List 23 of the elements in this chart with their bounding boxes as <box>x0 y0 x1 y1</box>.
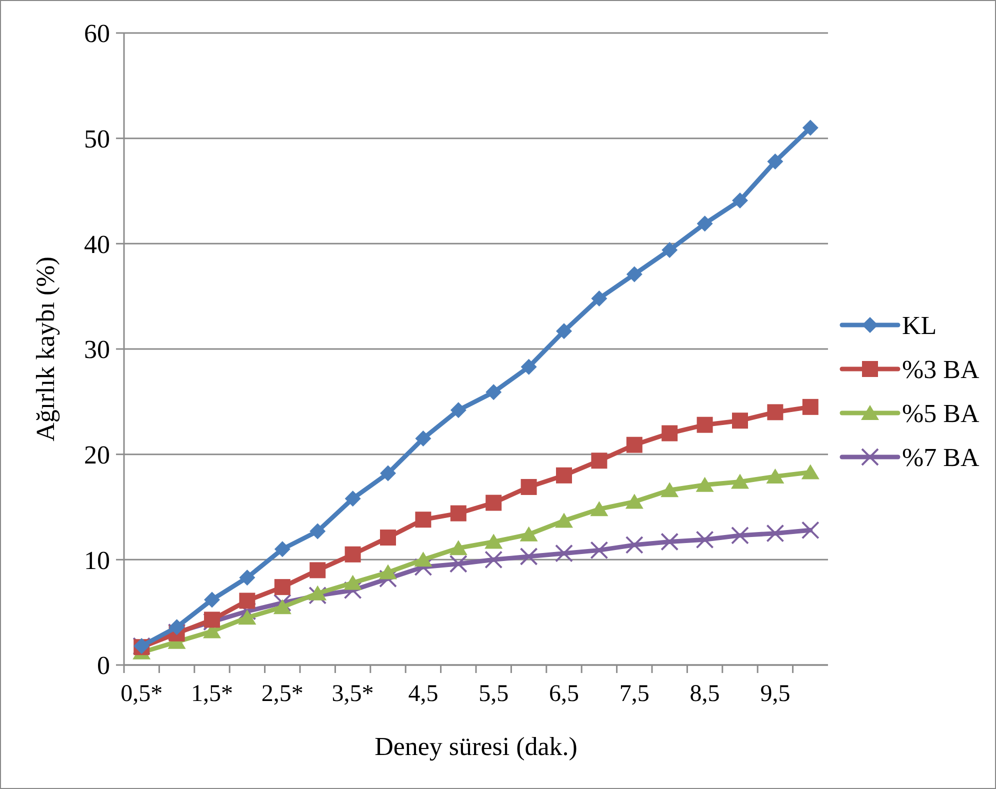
x-tick-label: 9,5 <box>760 681 790 707</box>
y-tick-label: 40 <box>84 230 110 259</box>
y-tick-label: 20 <box>84 440 110 470</box>
x-tick-label: 8,5 <box>690 681 720 707</box>
legend-label: %7 BA <box>902 443 980 472</box>
y-tick-label: 50 <box>84 124 110 154</box>
legend-label: %3 BA <box>902 355 980 384</box>
x-axis-title: Deney süresi (dak.) <box>374 732 578 761</box>
x-tick-label: 5,5 <box>478 681 509 707</box>
x-tick-label: 3,5* <box>332 681 374 707</box>
x-tick-label: 0,5* <box>120 681 163 707</box>
y-tick-label: 0 <box>97 651 110 680</box>
y-tick-label: 30 <box>84 335 110 364</box>
legend-label: %5 BA <box>902 399 980 428</box>
x-tick-label: 1,5* <box>191 681 233 707</box>
legend-label: KL <box>902 311 937 340</box>
y-axis-title: Ağırlık kaybı (%) <box>31 256 60 442</box>
x-tick-label: 2,5* <box>261 681 304 707</box>
y-tick-label: 10 <box>84 546 110 575</box>
x-tick-label: 6,5 <box>549 681 579 707</box>
x-tick-label: 4,5 <box>408 681 438 707</box>
x-tick-label: 7,5 <box>619 681 650 707</box>
y-tick-label: 60 <box>84 19 110 48</box>
